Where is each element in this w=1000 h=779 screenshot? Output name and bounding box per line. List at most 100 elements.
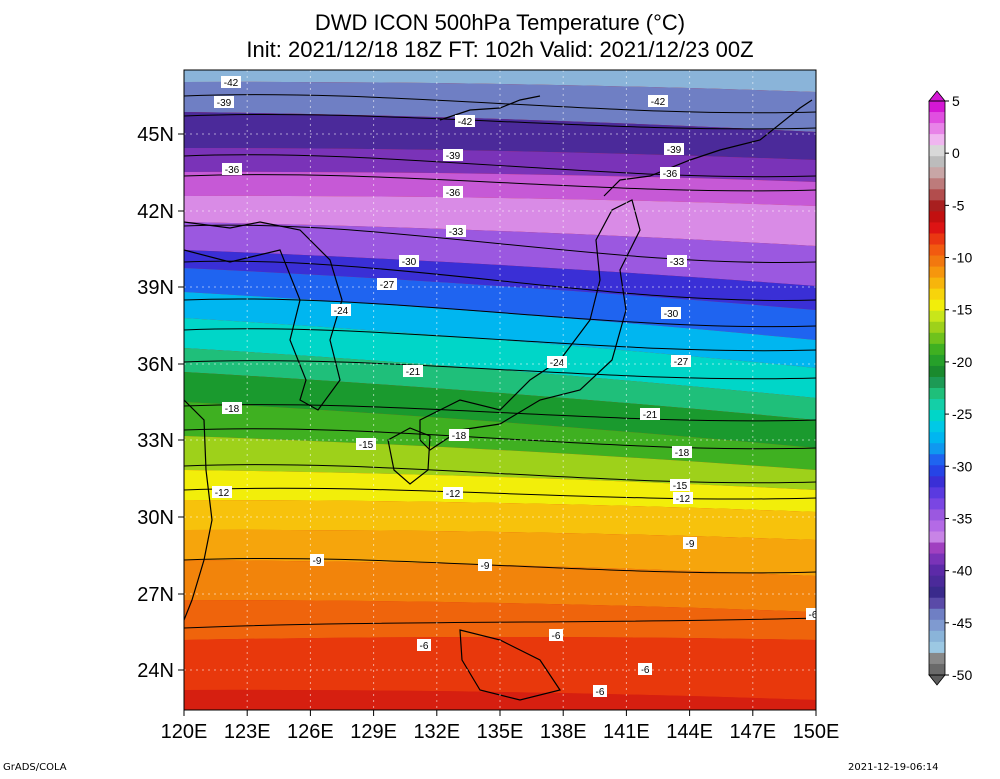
contour-label-text: -39 bbox=[217, 98, 232, 109]
contour-label: -12 bbox=[443, 487, 463, 500]
colorbar-label: -30 bbox=[952, 458, 972, 474]
colorbar-label: -35 bbox=[952, 510, 972, 526]
contour-label-text: -27 bbox=[674, 357, 689, 368]
contour-label-text: -12 bbox=[676, 494, 691, 505]
contour-label-text: -9 bbox=[313, 556, 322, 567]
contour-label-text: -18 bbox=[225, 404, 240, 415]
lon-label: 147E bbox=[729, 721, 776, 743]
contour-label: -39 bbox=[664, 143, 684, 156]
contour-label: -6 bbox=[806, 608, 820, 621]
contour-label: -39 bbox=[214, 96, 234, 109]
colorbar-label: -25 bbox=[952, 406, 972, 422]
contour-label: -42 bbox=[455, 115, 475, 128]
colorbar-swatch bbox=[929, 532, 945, 544]
colorbar-swatch bbox=[929, 631, 945, 643]
colorbar-label: 5 bbox=[952, 93, 960, 109]
colorbar-swatch bbox=[929, 598, 945, 610]
contour-label: -30 bbox=[399, 255, 419, 268]
colorbar-swatch bbox=[929, 443, 945, 455]
contour-label-text: -42 bbox=[651, 97, 666, 108]
colorbar-label: -10 bbox=[952, 250, 972, 266]
contour-label-text: -12 bbox=[215, 488, 230, 499]
colorbar-swatch bbox=[929, 134, 945, 146]
colorbar-swatch bbox=[929, 377, 945, 389]
contour-label: -27 bbox=[377, 278, 397, 291]
colorbar-swatch bbox=[929, 465, 945, 477]
lon-label: 129E bbox=[350, 721, 397, 743]
colorbar-swatch bbox=[929, 520, 945, 532]
colorbar-swatch bbox=[929, 322, 945, 334]
colorbar-swatch bbox=[929, 421, 945, 433]
contour-label-text: -24 bbox=[334, 306, 349, 317]
colorbar-swatch bbox=[929, 454, 945, 466]
colorbar-label: -20 bbox=[952, 354, 972, 370]
contour-label: -42 bbox=[648, 95, 668, 108]
contour-label-text: -18 bbox=[675, 448, 690, 459]
lat-label: 30N bbox=[137, 507, 174, 529]
colorbar-label: -45 bbox=[952, 615, 972, 631]
colorbar-swatch bbox=[929, 642, 945, 654]
contour-label-text: -42 bbox=[224, 78, 239, 89]
contour-label-text: -9 bbox=[686, 539, 695, 550]
contour-label-text: -39 bbox=[446, 151, 461, 162]
colorbar-swatch bbox=[929, 609, 945, 621]
contour-label: -33 bbox=[446, 225, 466, 238]
lat-label: 27N bbox=[137, 584, 174, 606]
colorbar-swatch bbox=[929, 664, 945, 676]
lon-label: 135E bbox=[477, 721, 524, 743]
colorbar-swatch bbox=[929, 576, 945, 588]
colorbar-swatch bbox=[929, 487, 945, 499]
footer-credit: GrADS/COLA bbox=[3, 762, 67, 773]
contour-label: -33 bbox=[667, 255, 687, 268]
colorbar-swatch bbox=[929, 653, 945, 665]
contour-label: -24 bbox=[331, 304, 351, 317]
contour-label: -18 bbox=[222, 402, 242, 415]
contour-label-text: -30 bbox=[664, 309, 679, 320]
contour-label: -21 bbox=[403, 365, 423, 378]
contour-label: -6 bbox=[593, 685, 607, 698]
footer-timestamp: 2021-12-19-06:14 bbox=[848, 762, 939, 773]
colorbar: 5 0 -5 -10 -15 -20 -25 -30 -35 -40 -45 -50 bbox=[929, 91, 972, 685]
contour-label: -15 bbox=[670, 479, 690, 492]
contour-label-text: -42 bbox=[458, 117, 473, 128]
colorbar-bottom-arrow bbox=[929, 675, 945, 685]
colorbar-swatch bbox=[929, 101, 945, 113]
colorbar-swatch bbox=[929, 620, 945, 632]
lat-label: 33N bbox=[137, 430, 174, 452]
colorbar-swatch bbox=[929, 278, 945, 290]
colorbar-label: -5 bbox=[952, 197, 965, 213]
colorbar-swatch bbox=[929, 222, 945, 234]
colorbar-swatch bbox=[929, 256, 945, 268]
contour-label-text: -21 bbox=[643, 410, 658, 421]
colorbar-swatch bbox=[929, 432, 945, 444]
contour-label: -6 bbox=[417, 639, 431, 652]
contour-label-text: -36 bbox=[446, 188, 461, 199]
colorbar-swatch bbox=[929, 388, 945, 400]
contour-label: -24 bbox=[547, 356, 567, 369]
contour-label: -27 bbox=[671, 355, 691, 368]
contour-label: -12 bbox=[212, 486, 232, 499]
colorbar-swatch bbox=[929, 267, 945, 279]
contour-label-text: -33 bbox=[449, 227, 464, 238]
colorbar-swatch bbox=[929, 311, 945, 323]
colorbar-swatch bbox=[929, 233, 945, 245]
colorbar-swatch bbox=[929, 211, 945, 223]
colorbar-top-arrow bbox=[929, 91, 945, 101]
contour-label: -36 bbox=[222, 163, 242, 176]
contour-label: -9 bbox=[310, 554, 324, 567]
colorbar-swatch bbox=[929, 289, 945, 301]
lat-label: 45N bbox=[137, 124, 174, 146]
contour-label-text: -15 bbox=[359, 440, 374, 451]
colorbar-swatch bbox=[929, 476, 945, 488]
lon-label: 150E bbox=[793, 721, 840, 743]
lat-label: 36N bbox=[137, 354, 174, 376]
colorbar-swatch bbox=[929, 587, 945, 599]
contour-label: -9 bbox=[478, 559, 492, 572]
colorbar-swatch bbox=[929, 189, 945, 201]
colorbar-swatch bbox=[929, 300, 945, 312]
contour-label-text: -39 bbox=[667, 145, 682, 156]
lon-label: 138E bbox=[540, 721, 587, 743]
lon-label: 144E bbox=[666, 721, 713, 743]
contour-label-text: -30 bbox=[402, 257, 417, 268]
